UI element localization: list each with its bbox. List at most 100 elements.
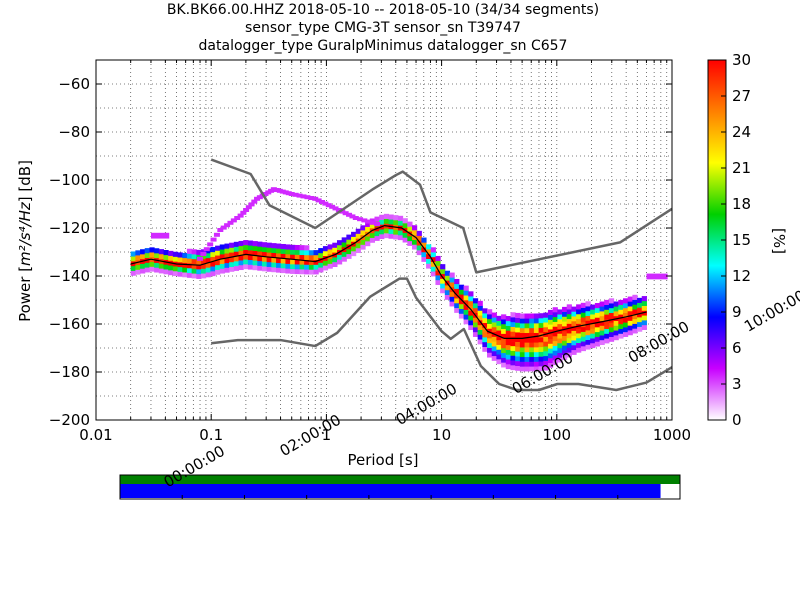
- psd-cell: [571, 330, 577, 336]
- psd-cell: [477, 339, 483, 345]
- psd-cell: [482, 332, 488, 338]
- psd-cell: [580, 317, 586, 323]
- psd-cell: [566, 337, 572, 344]
- psd-cell: [233, 246, 240, 252]
- psd-outlier-cell: [248, 202, 255, 207]
- psd-cell: [318, 262, 324, 268]
- psd-cell: [440, 273, 446, 279]
- psd-cell: [590, 323, 596, 329]
- psd-cell: [313, 264, 319, 270]
- psd-cell: [318, 248, 324, 254]
- psd-cell: [538, 313, 544, 319]
- y-tick-label: −140: [49, 267, 90, 285]
- psd-cell: [580, 302, 586, 308]
- psd-cell: [435, 260, 441, 266]
- psd-cell: [271, 262, 277, 268]
- psd-cell: [496, 335, 502, 341]
- psd-cell: [360, 225, 366, 231]
- psd-cell: [547, 333, 554, 340]
- psd-cell: [196, 264, 202, 270]
- psd-cell: [547, 309, 554, 316]
- psd-cell: [158, 249, 165, 255]
- psd-cell: [285, 258, 291, 264]
- psd-cell: [336, 244, 343, 251]
- psd-cell: [369, 232, 375, 238]
- psd-cell: [430, 247, 436, 253]
- psd-cell: [585, 330, 591, 336]
- psd-cell: [191, 268, 197, 274]
- psd-cell: [266, 252, 272, 258]
- psd-cell: [519, 313, 526, 319]
- psd-cell: [608, 322, 615, 328]
- psd-cell: [271, 243, 277, 249]
- psd-cell: [599, 339, 605, 346]
- y-tick-label: −200: [49, 411, 90, 429]
- y-tick-label: −180: [49, 363, 90, 381]
- psd-cell: [529, 356, 535, 362]
- psd-cell: [562, 330, 568, 336]
- psd-cell: [501, 343, 507, 349]
- psd-cell: [552, 360, 558, 366]
- psd-cell: [576, 342, 582, 348]
- psd-cell: [538, 322, 544, 328]
- psd-cell: [468, 310, 474, 316]
- psd-cell: [501, 333, 507, 339]
- psd-cell: [191, 273, 197, 279]
- psd-cell: [468, 305, 474, 311]
- psd-cell: [182, 262, 188, 268]
- psd-cell: [594, 307, 601, 313]
- psd-cell: [487, 318, 493, 324]
- plot-background: [96, 60, 672, 420]
- psd-cell: [524, 356, 530, 362]
- psd-cell: [604, 328, 610, 334]
- psd-cell: [229, 247, 235, 253]
- psd-cell: [444, 285, 451, 291]
- psd-cell: [327, 263, 333, 269]
- psd-cell: [510, 317, 516, 323]
- psd-cell: [177, 271, 183, 277]
- psd-cell: [393, 215, 399, 221]
- psd-cell: [210, 251, 216, 257]
- psd-cell: [487, 338, 493, 344]
- psd-cell: [477, 305, 483, 311]
- psd-cell: [397, 235, 404, 241]
- psd-cell: [501, 347, 507, 354]
- psd-cell: [496, 344, 502, 350]
- colorbar-tick-label: 27: [732, 87, 751, 105]
- psd-cell: [210, 261, 216, 267]
- psd-cell: [632, 294, 638, 300]
- psd-cell: [622, 303, 629, 309]
- psd-cell: [304, 269, 310, 275]
- psd-cell: [308, 264, 315, 270]
- psd-outlier-cell: [361, 218, 368, 223]
- psd-cell: [580, 307, 586, 313]
- psd-cell: [487, 309, 493, 315]
- psd-cell: [533, 342, 540, 348]
- psd-cell: [341, 251, 347, 257]
- psd-cell: [196, 249, 202, 255]
- psd-cell: [515, 341, 521, 347]
- psd-cell: [393, 219, 399, 226]
- psd-cell: [529, 361, 535, 367]
- psd-cell: [266, 266, 272, 272]
- psd-cell: [505, 340, 511, 346]
- psd-cell: [201, 254, 207, 260]
- psd-cell: [566, 352, 572, 358]
- psd-cell: [168, 255, 174, 261]
- psd-cell: [224, 262, 230, 268]
- psd-cell: [632, 304, 638, 310]
- psd-cell: [186, 258, 193, 264]
- psd-cell: [247, 264, 254, 270]
- psd-cell: [252, 260, 258, 266]
- psd-cell: [562, 321, 568, 327]
- psd-cell: [519, 327, 526, 334]
- psd-cell: [529, 351, 535, 358]
- psd-cell: [144, 267, 150, 273]
- timeline-border: [119, 474, 681, 500]
- psd-cell: [562, 335, 568, 341]
- psd-cell: [463, 285, 469, 291]
- psd-cell: [562, 354, 568, 360]
- psd-cell: [538, 356, 544, 362]
- psd-cell: [468, 315, 474, 321]
- psd-cell: [238, 260, 244, 266]
